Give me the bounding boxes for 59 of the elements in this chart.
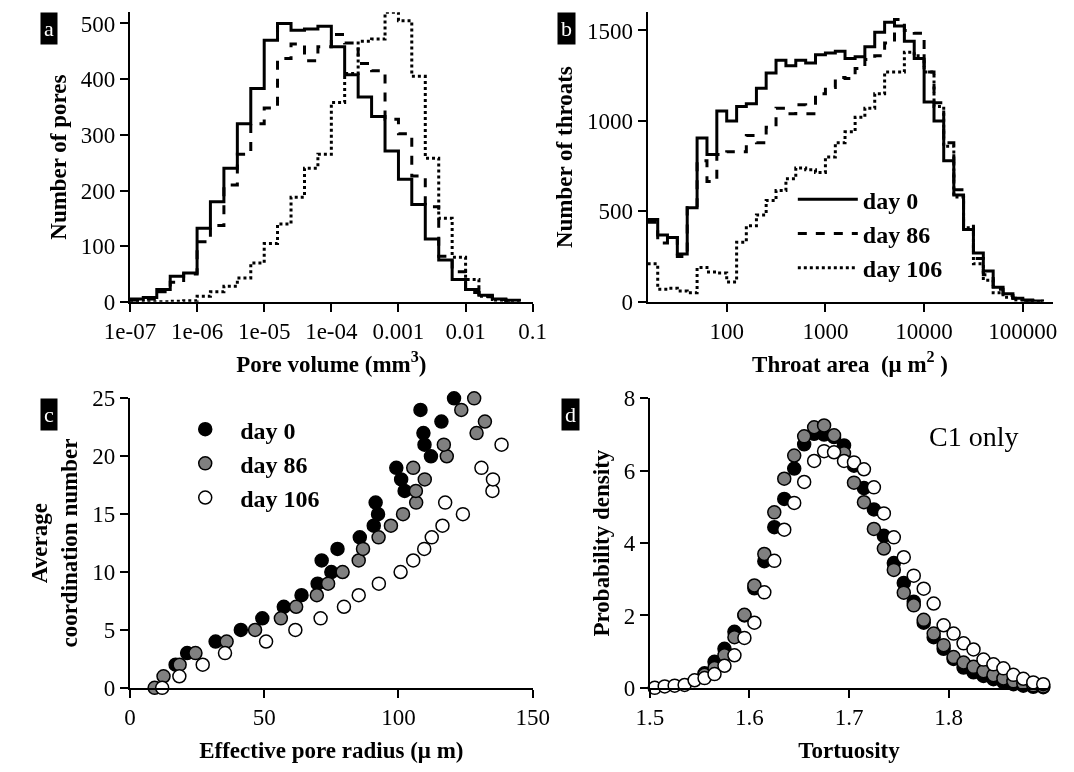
x-tick-label: 0.01: [445, 319, 486, 345]
chart-title: a: [44, 16, 54, 41]
y-tick-label: 400: [80, 67, 116, 93]
y-axis-title: Average coordination number: [27, 438, 83, 648]
x-tick-label: 100000: [988, 319, 1058, 345]
x-tick-label: 1000: [802, 319, 849, 345]
y-tick-label: 1500: [587, 18, 634, 44]
x-tick-label: 10000: [895, 319, 953, 345]
x-tick-label: 1e-07: [103, 319, 157, 345]
x-tick-label: 150: [515, 705, 550, 731]
y-tick-label: 0: [621, 289, 634, 315]
legend-label: day 106: [862, 256, 943, 283]
x-axis-title: Pore volume (mm$^{3}$): [236, 347, 427, 377]
x-axis-title: Tortuosity: [798, 737, 901, 763]
x-tick-label: 0: [124, 705, 136, 731]
legend-label: day 0: [862, 187, 919, 214]
y-tick-label: 500: [80, 11, 116, 37]
y-tick-label: 6: [623, 458, 636, 484]
x-tick-label: 1.8: [934, 705, 963, 731]
x-tick-label: 1.6: [735, 705, 764, 731]
y-tick-label: 1000: [587, 108, 634, 134]
x-axis-title: Effective pore radius (μ m): [199, 737, 464, 763]
x-tick-label: 100: [709, 319, 744, 345]
x-tick-label: 1e-06: [170, 319, 224, 345]
y-tick-label: 20: [92, 444, 116, 470]
legend-label: day 86: [240, 451, 308, 478]
annotation: C1 only: [929, 421, 1019, 452]
y-tick-label: 8: [623, 386, 636, 412]
x-tick-label: 1.5: [635, 705, 665, 731]
y-tick-label: 4: [623, 531, 636, 557]
chart-title: c: [44, 402, 54, 427]
x-tick-label: 50: [252, 705, 276, 731]
y-tick-label: 0: [103, 675, 116, 701]
x-tick-label: 1.7: [834, 705, 864, 731]
y-tick-label: 10: [92, 560, 116, 586]
y-tick-label: 25: [92, 386, 116, 412]
legend-label: day 0: [240, 417, 296, 444]
legend-label: day 86: [862, 221, 931, 248]
y-axis-title: Probability density: [588, 449, 614, 637]
y-tick-label: 300: [80, 122, 116, 148]
x-tick-label: 1e-05: [238, 319, 291, 345]
legend-label: day 106: [240, 485, 320, 512]
y-tick-label: 500: [598, 199, 634, 225]
x-axis-title: Throat area (μ m$^{2}$ ): [752, 347, 949, 377]
y-axis-title: Number of pores: [45, 74, 71, 240]
chart-title: d: [565, 402, 576, 427]
x-tick-label: 0.1: [518, 319, 548, 345]
chart-title: b: [561, 16, 572, 41]
y-tick-label: 200: [80, 178, 116, 204]
y-tick-label: 100: [80, 234, 116, 260]
y-axis-title: Number of throats: [551, 66, 577, 249]
y-tick-label: 5: [103, 618, 116, 643]
x-tick-label: 1e-04: [305, 319, 359, 345]
y-tick-label: 2: [623, 603, 636, 629]
y-tick-label: 0: [103, 289, 116, 315]
y-tick-label: 0: [623, 675, 636, 701]
x-tick-label: 100: [381, 705, 416, 731]
y-tick-label: 15: [92, 502, 116, 528]
x-tick-label: 0.001: [372, 319, 425, 345]
